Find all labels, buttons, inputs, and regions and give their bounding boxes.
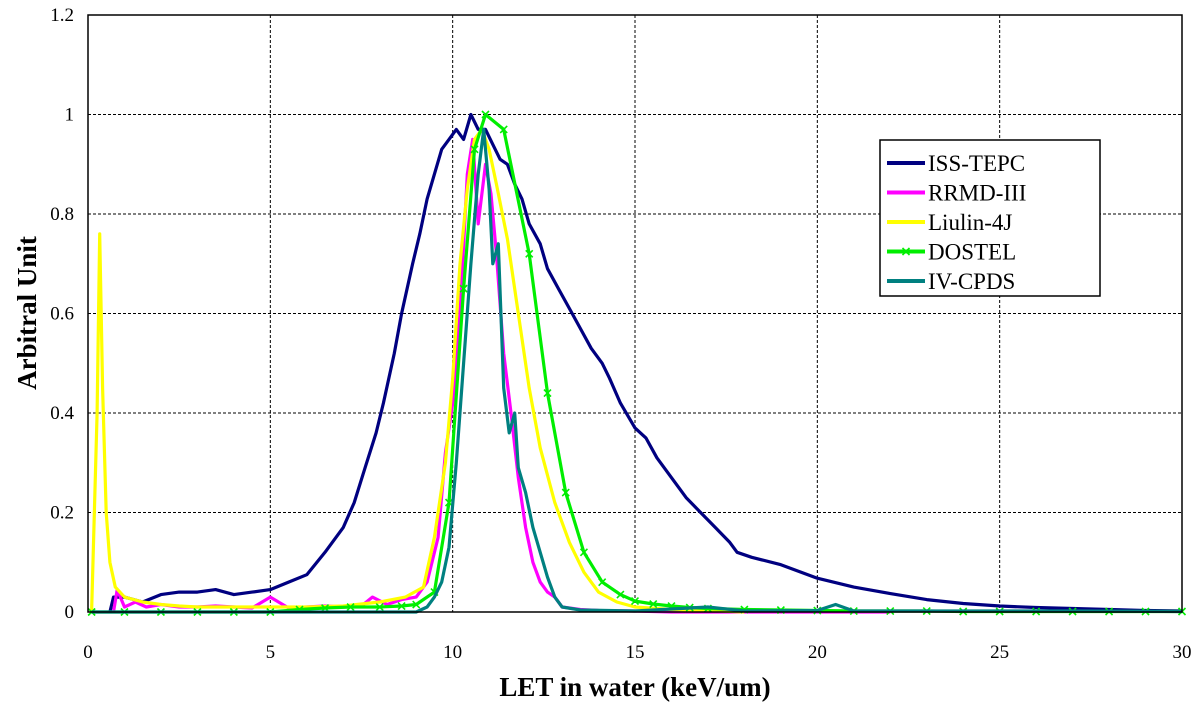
series-line (91, 127, 1183, 614)
legend-box (879, 139, 1101, 297)
data-point-marker (561, 488, 570, 497)
x-tick-label: 15 (626, 642, 645, 663)
legend-item: DOSTEL (887, 240, 1016, 265)
legend-item: IV-CPDS (887, 269, 1015, 294)
series-iss-tepc (108, 112, 1183, 613)
legend-label: ISS-TEPC (928, 151, 1025, 176)
data-point-marker (598, 578, 607, 587)
y-tick-label: 0.2 (50, 503, 74, 524)
data-point-marker (616, 590, 625, 599)
series-iv-cpds (91, 127, 1183, 614)
series-liulin-4j (90, 127, 745, 614)
data-point-marker (525, 249, 534, 258)
data-point-marker (481, 110, 490, 119)
x-tick-label: 20 (808, 642, 827, 663)
y-tick-label: 0.6 (50, 304, 74, 325)
data-point-marker (375, 602, 384, 612)
data-point-marker (346, 602, 355, 612)
legend-item: ISS-TEPC (887, 151, 1025, 176)
data-point-marker (459, 284, 468, 293)
x-tick-label: 25 (990, 642, 1009, 663)
data-point-marker (579, 548, 589, 557)
legend-item: Liulin-4J (887, 210, 1012, 235)
y-tick-labels: 0 0.2 0.4 0.6 0.8 1 1.2 (50, 5, 74, 623)
data-point-marker (499, 125, 508, 134)
x-tick-labels: 0 5 10 15 20 25 30 (83, 642, 1191, 663)
series-line (108, 112, 1183, 613)
data-point-marker (470, 145, 479, 154)
x-tick-label: 10 (443, 642, 462, 663)
legend-label: DOSTEL (928, 240, 1016, 265)
y-tick-label: 1 (65, 105, 75, 126)
y-tick-label: 1.2 (50, 5, 74, 26)
plot-frame (87, 14, 1183, 613)
series-lines (87, 110, 1187, 617)
legend: ISS-TEPC RRMD-III Liulin-4J DOSTEL IV-CPDS (879, 139, 1101, 297)
legend-label: Liulin-4J (928, 210, 1012, 235)
x-tick-label: 30 (1173, 642, 1192, 663)
data-point-marker (649, 599, 658, 609)
legend-label: RRMD-III (928, 181, 1026, 206)
legend-marker (901, 247, 911, 256)
data-point-marker (630, 596, 640, 606)
y-tick-label: 0 (65, 602, 75, 623)
data-point-marker (397, 601, 406, 611)
series-line (90, 127, 745, 614)
y-tick-label: 0.4 (50, 403, 74, 424)
x-tick-label: 0 (83, 642, 93, 663)
y-axis-title: Arbitral Unit (12, 236, 42, 390)
x-axis-title: LET in water (keV/um) (499, 672, 770, 702)
x-tick-label: 5 (266, 642, 276, 663)
legend-item: RRMD-III (887, 181, 1026, 206)
grid (88, 15, 1182, 612)
data-point-marker (320, 603, 330, 613)
data-point-marker (543, 389, 552, 398)
data-point-marker (412, 600, 421, 609)
legend-label: IV-CPDS (928, 269, 1015, 294)
y-tick-label: 0.8 (50, 204, 74, 225)
